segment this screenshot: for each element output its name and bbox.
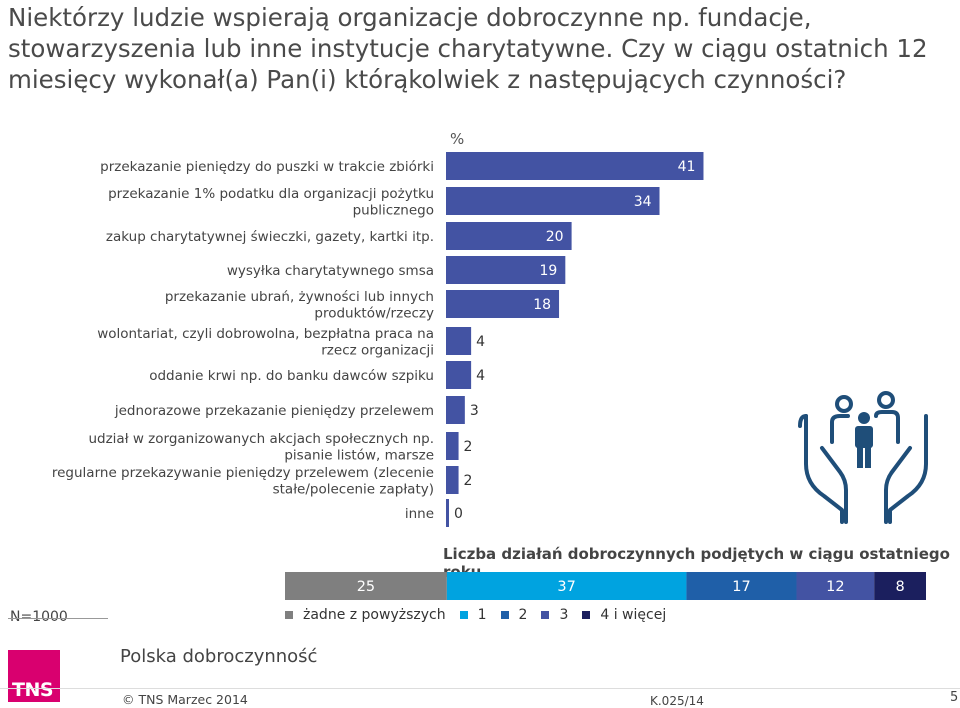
bar-0 [446, 152, 704, 180]
legend-item: 4 i więcej [582, 607, 666, 623]
activities-bar-chart: 41 przekazanie pieniędzy do puszki w trak… [52, 152, 704, 527]
activity-count-stacked-bar: 25 37 17 12 8 [285, 572, 926, 600]
hands-holding-people-icon [798, 391, 928, 524]
legend-swatch [500, 611, 509, 619]
question-title: Niektórzy ludzie wspierają organizacje d… [8, 3, 928, 94]
bar-value-label: 4 [476, 334, 485, 350]
category-label: inne [405, 506, 434, 522]
legend-swatch [285, 611, 293, 619]
category-label: przekazanie 1% podatku dla organizacji p… [108, 186, 434, 219]
legend-item: 1 [459, 607, 487, 623]
category-label: regularne przekazywanie pieniędzy przele… [52, 465, 434, 498]
legend-label: 2 [518, 607, 528, 623]
bar-value-label: 20 [546, 229, 564, 245]
distribution-segment [686, 572, 797, 600]
legend-item: 3 [541, 607, 568, 623]
page-number: 5 [950, 690, 959, 705]
distribution-value-label: 25 [357, 579, 375, 595]
bar-value-label: 0 [454, 506, 463, 522]
sample-size-label: N=1000 [10, 609, 68, 625]
distribution-value-label: 8 [895, 579, 904, 595]
bar-10 [446, 499, 449, 527]
category-label: wolontariat, czyli dobrowolna, bezpłatna… [97, 326, 434, 359]
bar-value-label: 19 [539, 263, 557, 279]
distribution-segment [796, 572, 875, 600]
category-label: oddanie krwi np. do banku dawców szpiku [149, 368, 434, 384]
bar-7 [446, 396, 465, 424]
bar-6 [446, 361, 472, 389]
tns-logo [8, 650, 60, 702]
bar-value-label: 2 [464, 439, 473, 455]
category-label: przekazanie pieniędzy do puszki w trakci… [100, 159, 434, 175]
bar-9 [446, 466, 459, 494]
bar-value-label: 4 [476, 368, 485, 384]
bar-value-label: 3 [470, 403, 479, 419]
distribution-segment [446, 572, 687, 600]
report-brand: Polska dobroczynność [120, 646, 318, 667]
copyright: © TNS Marzec 2014 [122, 692, 248, 707]
distribution-legend: żadne z powyższych 1 2 3 4 i więcej [285, 607, 680, 623]
sample-size-underline [8, 618, 108, 619]
bar-8 [446, 432, 459, 460]
legend-swatch [541, 611, 550, 619]
bar-value-label: 2 [464, 473, 473, 489]
distribution-segment [285, 572, 447, 600]
legend-item: 2 [500, 607, 528, 623]
legend-item: żadne z powyższych [285, 607, 446, 623]
category-label: jednorazowe przekazanie pieniędzy przele… [114, 403, 434, 419]
legend-label: żadne z powyższych [303, 607, 446, 623]
category-label: udział w zorganizowanych akcjach społecz… [88, 431, 434, 464]
legend-swatch [582, 611, 591, 619]
footer-divider [0, 688, 960, 689]
distribution-segment [874, 572, 926, 600]
legend-label: 4 i więcej [600, 607, 667, 623]
bar-3 [446, 256, 566, 284]
legend-label: 1 [477, 607, 487, 623]
bar-5 [446, 327, 472, 355]
category-label: przekazanie ubrań, żywności lub innych pr… [165, 289, 434, 322]
bar-1 [446, 187, 660, 215]
distribution-value-label: 12 [826, 579, 844, 595]
tns-logo-text: TNS [12, 679, 54, 701]
legend-label: 3 [559, 607, 569, 623]
bar-value-label: 18 [533, 297, 551, 313]
bar-4 [446, 290, 560, 318]
legend-swatch [459, 611, 468, 619]
category-label: wysyłka charytatywnego smsa [227, 263, 434, 279]
bar-value-label: 34 [634, 194, 652, 210]
report-code: K.025/14 [650, 694, 704, 708]
distribution-value-label: 37 [557, 579, 575, 595]
bar-value-label: 41 [678, 159, 696, 175]
distribution-value-label: 17 [732, 579, 750, 595]
category-label: zakup charytatywnej świeczki, gazety, ka… [106, 229, 434, 245]
percent-unit-label: % [450, 130, 465, 148]
bar-2 [446, 222, 572, 250]
